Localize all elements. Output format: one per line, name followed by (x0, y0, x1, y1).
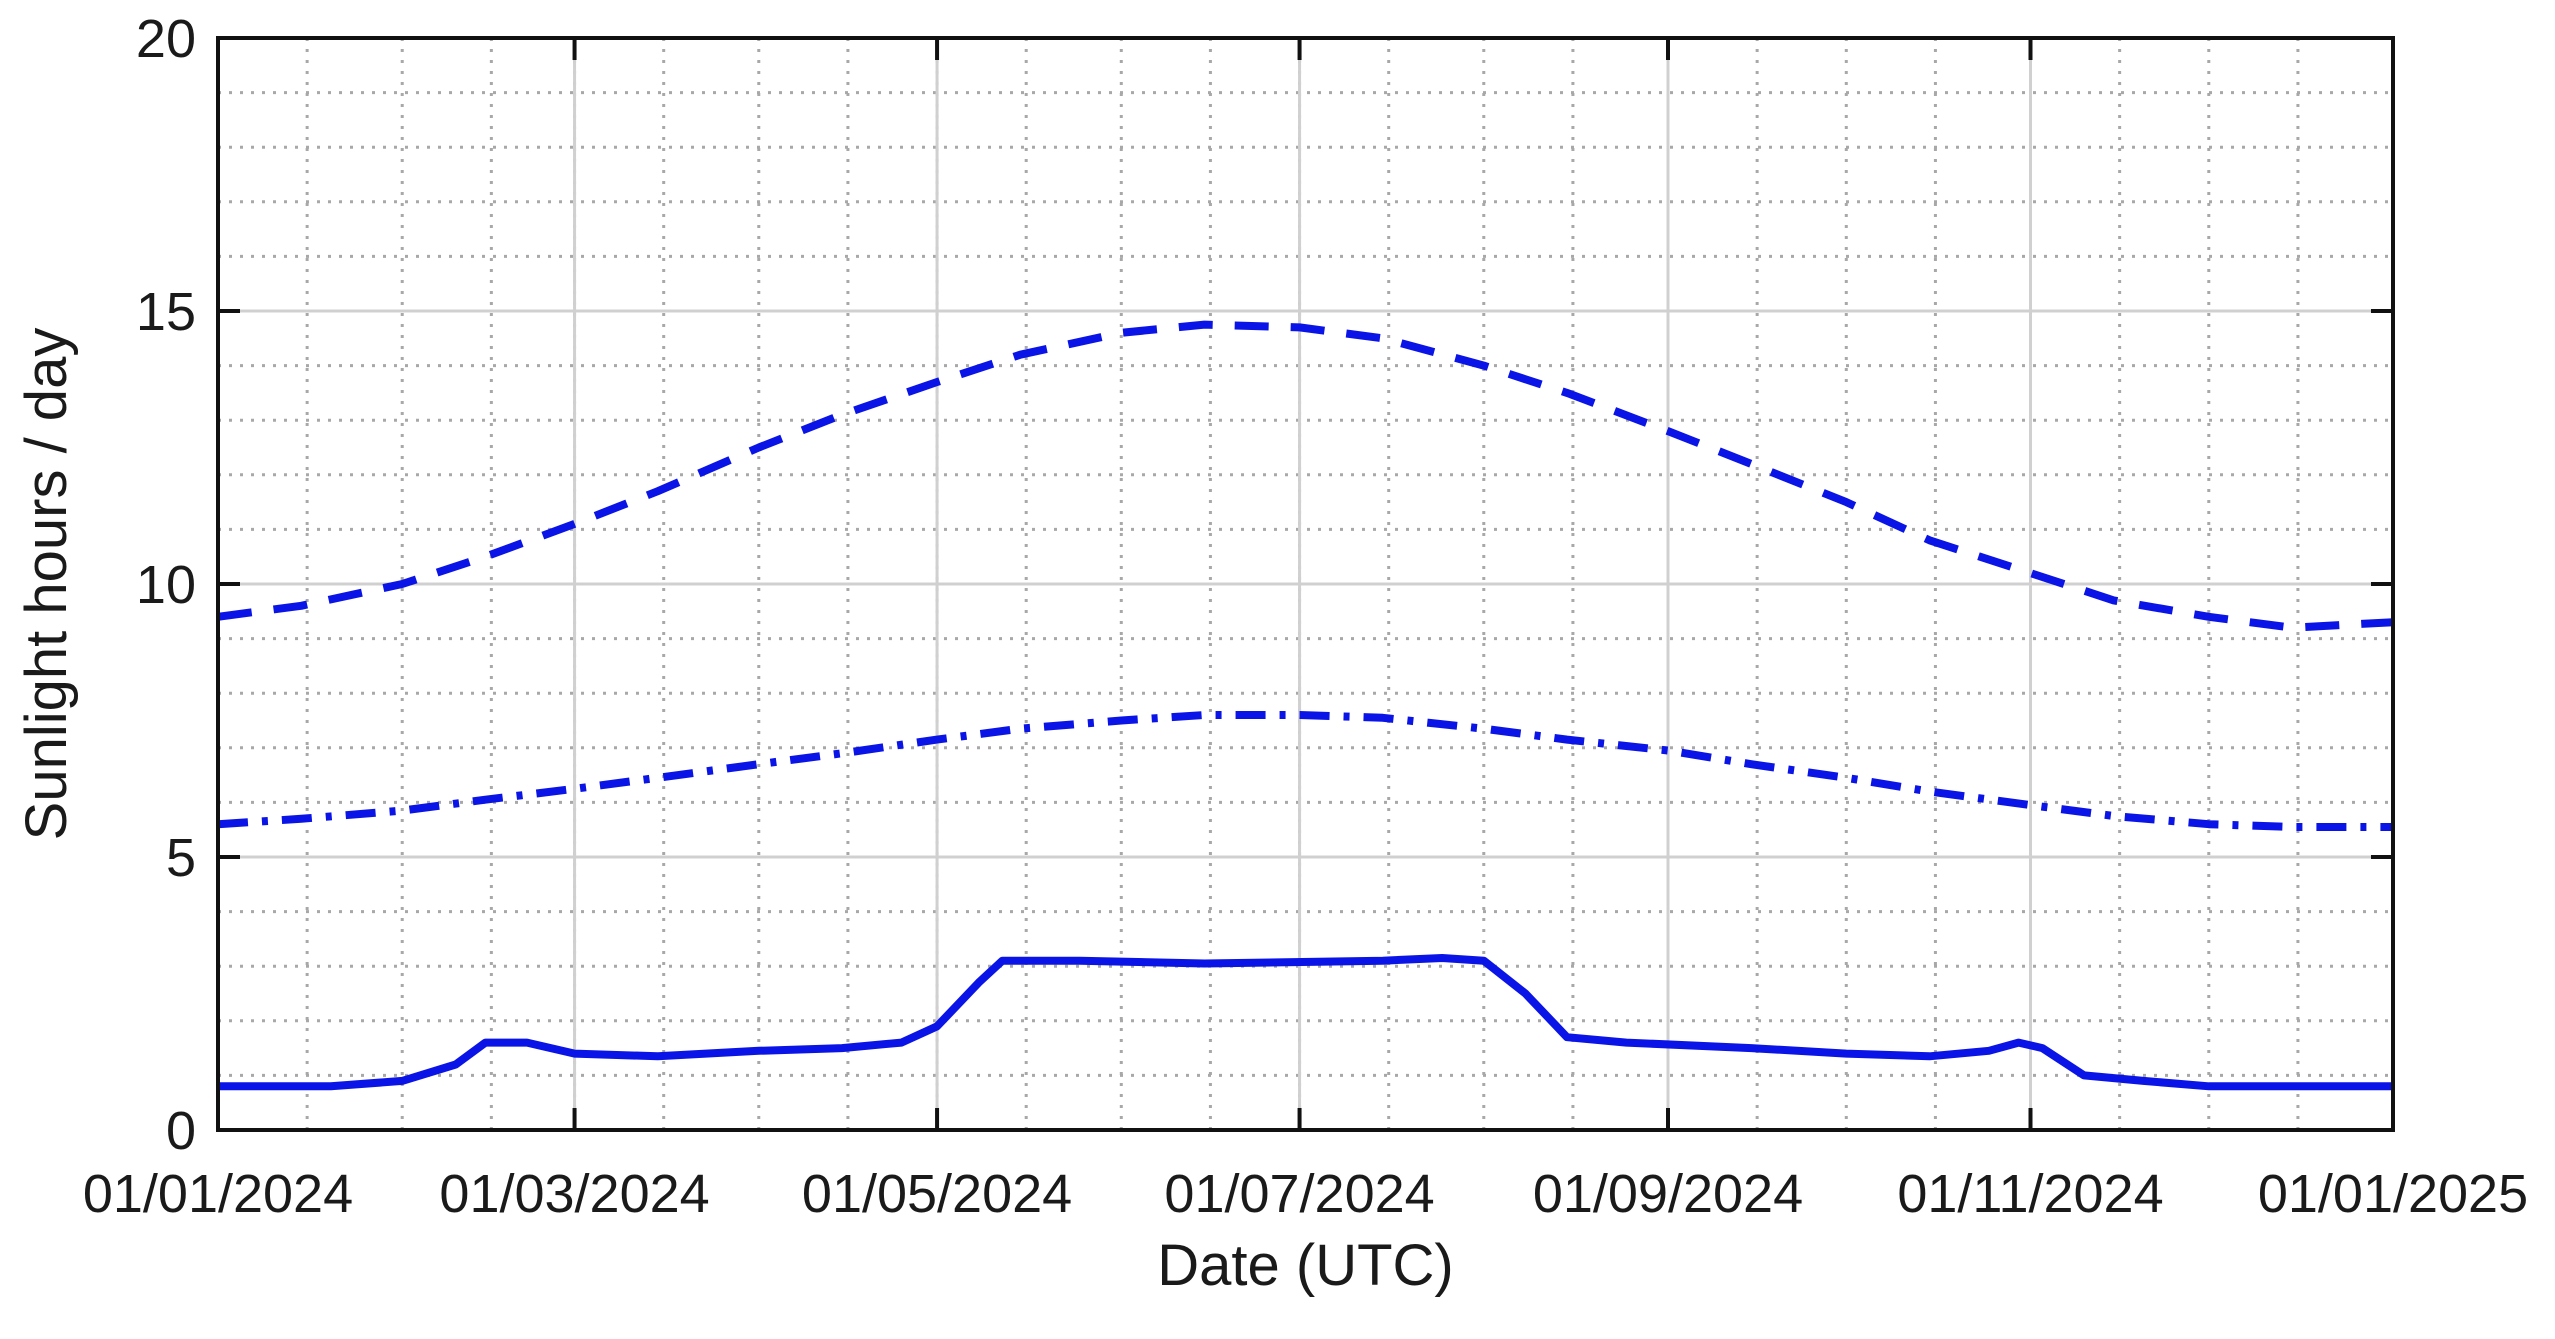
axis-ticks (216, 36, 2395, 1132)
grid (216, 36, 2395, 1132)
x-axis-label: Date (UTC) (1157, 1233, 1453, 1298)
y-axis-label: Sunlight hours / day (14, 328, 79, 841)
series-line-3 (218, 954, 2393, 1091)
x-tick-label: 01/05/2024 (802, 1164, 1072, 1224)
y-tick-label: 10 (136, 555, 196, 615)
series-group (217, 320, 2394, 1091)
y-tick-label: 20 (136, 9, 196, 69)
x-tick-label: 01/07/2024 (1164, 1164, 1434, 1224)
y-tick-label: 0 (166, 1101, 196, 1161)
y-tick-label: 15 (136, 282, 196, 342)
x-tick-label: 01/01/2025 (2258, 1164, 2528, 1224)
tick-labels: 01/01/2024 01/03/2024 01/05/2024 01/07/2024… (83, 9, 2528, 1224)
x-tick-label: 01/01/2024 (83, 1164, 353, 1224)
y-tick-label: 5 (166, 828, 196, 888)
x-tick-label: 01/09/2024 (1533, 1164, 1803, 1224)
x-tick-label: 01/11/2024 (1897, 1164, 2163, 1224)
series-line-1 (217, 320, 2394, 632)
x-tick-label: 01/03/2024 (439, 1164, 709, 1224)
series-line-2 (217, 711, 2393, 831)
